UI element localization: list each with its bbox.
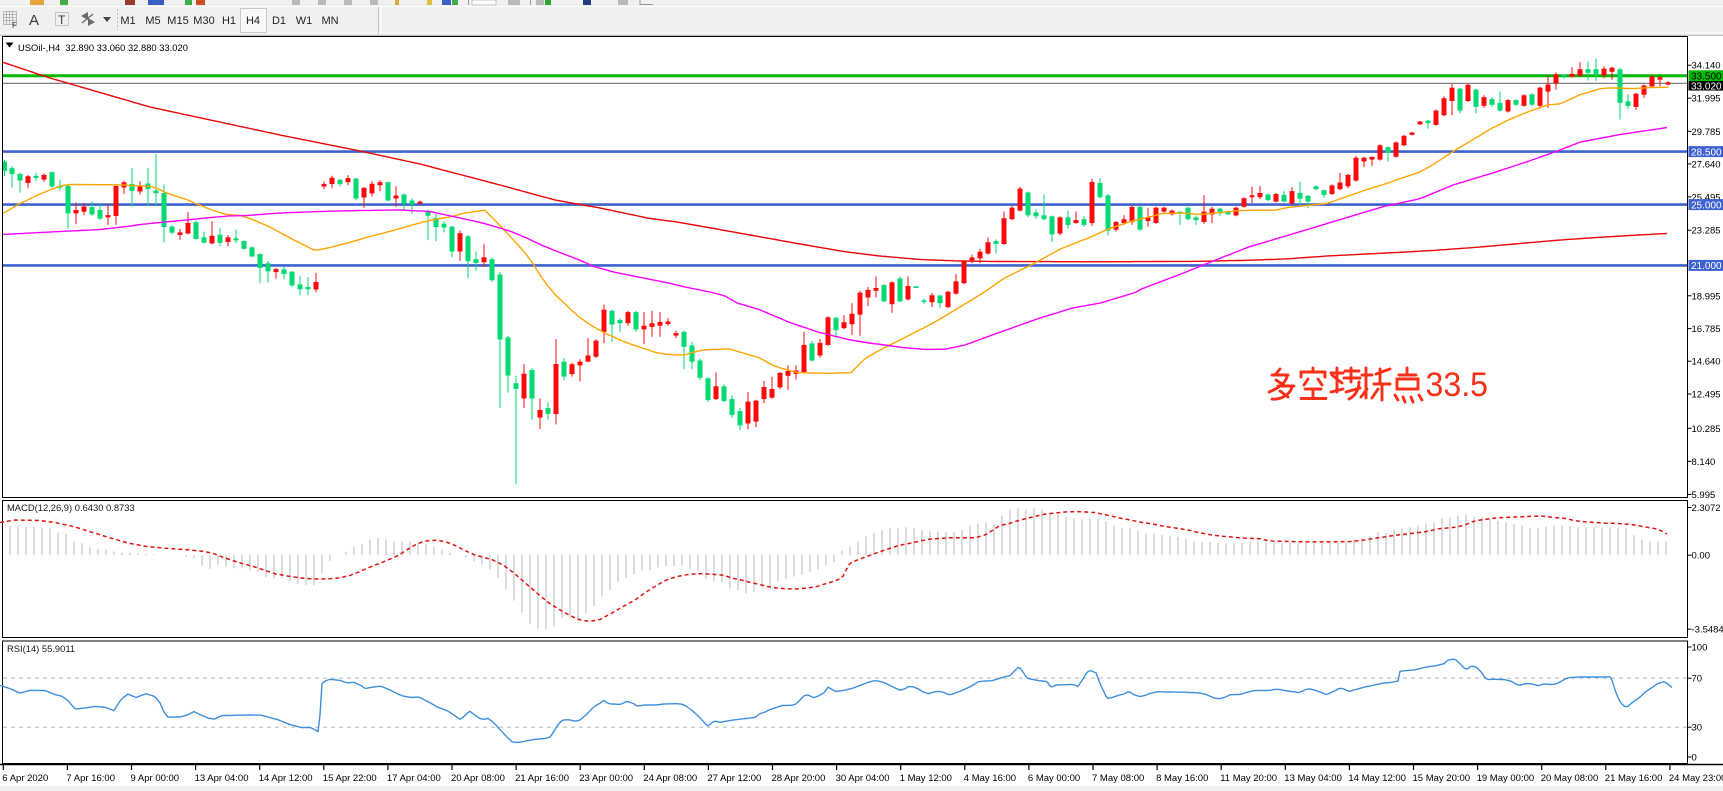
svg-text:M5: M5 bbox=[145, 15, 160, 27]
svg-text:20 May 08:00: 20 May 08:00 bbox=[1541, 773, 1599, 784]
svg-text:A: A bbox=[29, 12, 39, 29]
svg-text:H1: H1 bbox=[222, 15, 236, 27]
svg-text:M1: M1 bbox=[120, 15, 135, 27]
svg-text:24 May 23:00: 24 May 23:00 bbox=[1669, 773, 1723, 784]
svg-text:21 May 16:00: 21 May 16:00 bbox=[1605, 773, 1663, 784]
svg-text:MN: MN bbox=[321, 15, 338, 27]
svg-text:14.640: 14.640 bbox=[1692, 357, 1721, 368]
svg-text:RSI(14) 55.9011: RSI(14) 55.9011 bbox=[7, 643, 75, 654]
svg-text:17 Apr 04:00: 17 Apr 04:00 bbox=[387, 773, 441, 784]
svg-text:8.140: 8.140 bbox=[1692, 457, 1716, 468]
svg-text:27.640: 27.640 bbox=[1692, 160, 1721, 171]
svg-text:24 Apr 08:00: 24 Apr 08:00 bbox=[643, 773, 697, 784]
svg-text:0: 0 bbox=[1692, 753, 1697, 764]
svg-text:28.500: 28.500 bbox=[1691, 147, 1722, 158]
svg-text:0.00: 0.00 bbox=[1692, 551, 1711, 562]
svg-text:27 Apr 12:00: 27 Apr 12:00 bbox=[707, 773, 761, 784]
svg-text:13 Apr 04:00: 13 Apr 04:00 bbox=[195, 773, 249, 784]
svg-text:30 Apr 04:00: 30 Apr 04:00 bbox=[836, 773, 890, 784]
svg-text:29.785: 29.785 bbox=[1692, 127, 1721, 138]
svg-text:20 Apr 08:00: 20 Apr 08:00 bbox=[451, 773, 505, 784]
svg-text:18.995: 18.995 bbox=[1692, 291, 1721, 302]
svg-text:W1: W1 bbox=[296, 15, 313, 27]
svg-text:15 Apr 22:00: 15 Apr 22:00 bbox=[323, 773, 377, 784]
svg-text:6 Apr 2020: 6 Apr 2020 bbox=[2, 773, 48, 784]
svg-text:21 Apr 16:00: 21 Apr 16:00 bbox=[515, 773, 569, 784]
svg-text:USOil-,H4 32.890 33.060 32.88: USOil-,H4 32.890 33.060 32.880 33.020 bbox=[18, 42, 188, 53]
svg-text:M15: M15 bbox=[167, 15, 188, 27]
svg-text:100: 100 bbox=[1692, 643, 1708, 654]
svg-text:10.285: 10.285 bbox=[1692, 424, 1721, 435]
svg-text:25.000: 25.000 bbox=[1691, 200, 1722, 211]
svg-text:-3.5484: -3.5484 bbox=[1692, 625, 1723, 636]
svg-text:23.285: 23.285 bbox=[1692, 226, 1721, 237]
svg-text:11 May 20:00: 11 May 20:00 bbox=[1220, 773, 1277, 784]
svg-text:28 Apr 20:00: 28 Apr 20:00 bbox=[772, 773, 826, 784]
svg-text:31.995: 31.995 bbox=[1692, 94, 1721, 105]
svg-text:34.140: 34.140 bbox=[1692, 61, 1721, 72]
svg-text:6 May 00:00: 6 May 00:00 bbox=[1028, 773, 1080, 784]
svg-text:2.3072: 2.3072 bbox=[1692, 503, 1721, 514]
svg-text:16.785: 16.785 bbox=[1692, 324, 1721, 335]
svg-text:14 May 12:00: 14 May 12:00 bbox=[1348, 773, 1406, 784]
svg-text:D1: D1 bbox=[272, 15, 286, 27]
svg-text:13 May 04:00: 13 May 04:00 bbox=[1284, 773, 1342, 784]
svg-text:4 May 16:00: 4 May 16:00 bbox=[964, 773, 1016, 784]
svg-text:MACD(12,26,9) 0.6430 0.8733: MACD(12,26,9) 0.6430 0.8733 bbox=[7, 502, 135, 513]
svg-text:F: F bbox=[12, 21, 17, 30]
svg-text:5.995: 5.995 bbox=[1692, 490, 1716, 501]
svg-text:15 May 20:00: 15 May 20:00 bbox=[1413, 773, 1471, 784]
svg-text:7 Apr 16:00: 7 Apr 16:00 bbox=[66, 773, 115, 784]
svg-text:33.020: 33.020 bbox=[1691, 82, 1722, 93]
svg-text:23 Apr 00:00: 23 Apr 00:00 bbox=[579, 773, 633, 784]
svg-text:14 Apr 12:00: 14 Apr 12:00 bbox=[259, 773, 313, 784]
svg-text:30: 30 bbox=[1692, 723, 1703, 734]
svg-text:19 May 00:00: 19 May 00:00 bbox=[1477, 773, 1535, 784]
svg-text:H4: H4 bbox=[246, 15, 260, 27]
svg-text:9 Apr 00:00: 9 Apr 00:00 bbox=[131, 773, 180, 784]
svg-text:M30: M30 bbox=[193, 15, 214, 27]
svg-text:7 May 08:00: 7 May 08:00 bbox=[1092, 773, 1144, 784]
svg-text:8 May 16:00: 8 May 16:00 bbox=[1156, 773, 1208, 784]
svg-text:33.5: 33.5 bbox=[1426, 366, 1489, 404]
svg-text:70: 70 bbox=[1692, 674, 1703, 685]
svg-text:T: T bbox=[58, 13, 66, 27]
svg-text:12.495: 12.495 bbox=[1692, 390, 1721, 401]
svg-text:21.000: 21.000 bbox=[1691, 261, 1722, 272]
svg-text:1 May 12:00: 1 May 12:00 bbox=[900, 773, 952, 784]
